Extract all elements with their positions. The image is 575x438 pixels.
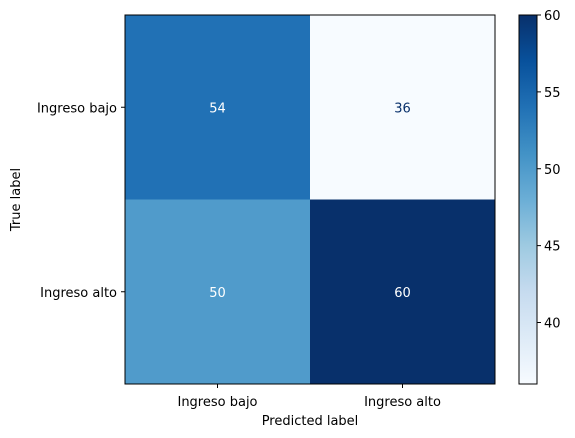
y-tick-label: Ingreso alto: [40, 286, 117, 301]
colorbar-tick-label: 60: [544, 9, 561, 24]
colorbar-tick-label: 55: [544, 86, 561, 101]
plot-frame: [124, 14, 496, 385]
heatmap-cell: [125, 15, 310, 200]
y-axis-label: True label: [9, 168, 24, 232]
cell-value-label: 54: [209, 101, 226, 116]
y-axis-ticks: Ingreso bajo Ingreso alto: [37, 101, 125, 301]
heatmap-cell: [310, 15, 495, 200]
colorbar-tick-label: 40: [544, 317, 561, 332]
colorbar-tick-label: 50: [544, 163, 561, 178]
cell-value-label: 50: [209, 286, 226, 301]
x-tick-label: Ingreso alto: [364, 395, 441, 410]
x-tick-label: Ingreso bajo: [177, 395, 257, 410]
x-axis-ticks: Ingreso bajo Ingreso alto: [177, 384, 441, 410]
cell-value-label: 60: [394, 286, 411, 301]
heatmap-cell: [125, 199, 310, 384]
cell-value-label: 36: [394, 101, 411, 116]
colorbar-ticks: 40 45 50 55 60: [537, 9, 561, 332]
colorbar-tick-label: 45: [544, 240, 561, 255]
colorbar: [518, 14, 538, 385]
heatmap-cells: 54 36 50 60: [125, 15, 495, 384]
y-tick-label: Ingreso bajo: [37, 101, 117, 116]
x-axis-label: Predicted label: [262, 414, 359, 429]
heatmap-cell: [310, 199, 495, 384]
